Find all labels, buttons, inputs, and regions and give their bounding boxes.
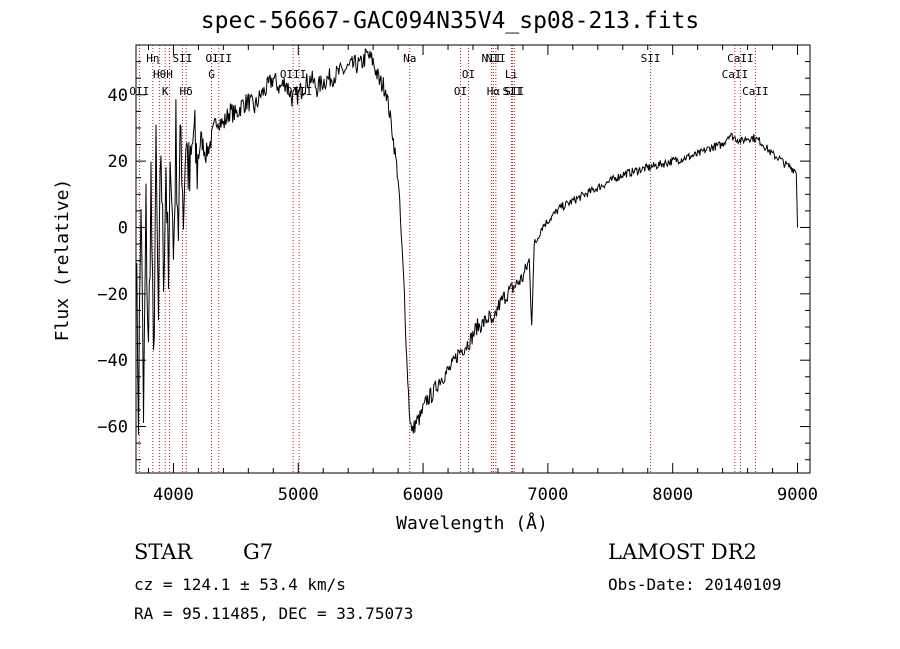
x-tick-label-8000: 8000 <box>652 485 693 505</box>
line-label-13: OI <box>462 68 475 81</box>
chart-title: spec-56667-GAC094N35V4_sp08-213.fits <box>200 8 700 34</box>
x-tick-label-5000: 5000 <box>278 485 319 505</box>
x-axis-label: Wavelength (Å) <box>396 512 548 534</box>
y-tick-label-40: 40 <box>108 86 128 106</box>
spectrum-line <box>135 47 798 435</box>
sky-coordinates: RA = 95.11485, DEC = 33.75073 <box>134 604 414 623</box>
x-tick-label-7000: 7000 <box>527 485 568 505</box>
line-label-0: OII <box>129 85 149 98</box>
line-label-17: Li <box>505 68 518 81</box>
line-label-15: Hα <box>487 85 501 98</box>
line-label-12: OI <box>454 85 467 98</box>
y-tick-label-20: 20 <box>108 152 128 172</box>
y-tick-label--40: −40 <box>97 351 128 371</box>
line-label-7: G <box>208 68 215 81</box>
line-label-16: NII <box>486 52 506 65</box>
survey-label: LAMOST DR2 <box>608 540 757 564</box>
redshift-velocity: cz = 124.1 ± 53.4 km/s <box>134 575 346 594</box>
x-axis: 4000 5000 6000 7000 8000 9000 <box>147 45 818 505</box>
star-class: STAR <box>134 540 193 564</box>
line-label-18: SII <box>503 85 523 98</box>
line-markers <box>138 45 756 473</box>
line-labels: OII Hη Hθ KH SII Hδ G OIII OIII OIII Na OI OI NII Hα NI… <box>129 52 768 98</box>
line-label-8: OIII <box>206 52 233 65</box>
y-tick-label--60: −60 <box>97 418 128 438</box>
line-label-14: NII <box>482 52 502 65</box>
line-label-5: SII <box>172 52 192 65</box>
line-label-21: CaII <box>722 68 749 81</box>
line-label-23: CaII <box>742 85 769 98</box>
observation-date: Obs-Date: 20140109 <box>608 575 782 594</box>
line-label-9: OIII <box>280 68 307 81</box>
y-axis: −60 −40 −20 0 20 40 <box>97 61 810 461</box>
line-label-20: SII <box>641 52 661 65</box>
line-label-3: K <box>162 85 169 98</box>
x-tick-label-6000: 6000 <box>403 485 444 505</box>
line-label-10: OIII <box>286 85 313 98</box>
line-label-1: Hη <box>146 52 159 65</box>
y-tick-label--20: −20 <box>97 285 128 305</box>
y-axis-label: Flux (relative) <box>52 179 73 342</box>
line-label-6: Hδ <box>180 85 193 98</box>
line-label-4: H <box>166 68 173 81</box>
x-tick-label-9000: 9000 <box>777 485 818 505</box>
spectrum-series <box>135 47 798 435</box>
line-label-2: Hθ <box>153 68 166 81</box>
plot-frame <box>135 44 811 474</box>
star-subclass: G7 <box>243 540 274 564</box>
line-label-19: SII <box>504 85 524 98</box>
x-tick-label-4000: 4000 <box>153 485 194 505</box>
line-label-11: Na <box>403 52 416 65</box>
line-label-22: CaII <box>727 52 754 65</box>
y-tick-label-0: 0 <box>118 218 128 238</box>
